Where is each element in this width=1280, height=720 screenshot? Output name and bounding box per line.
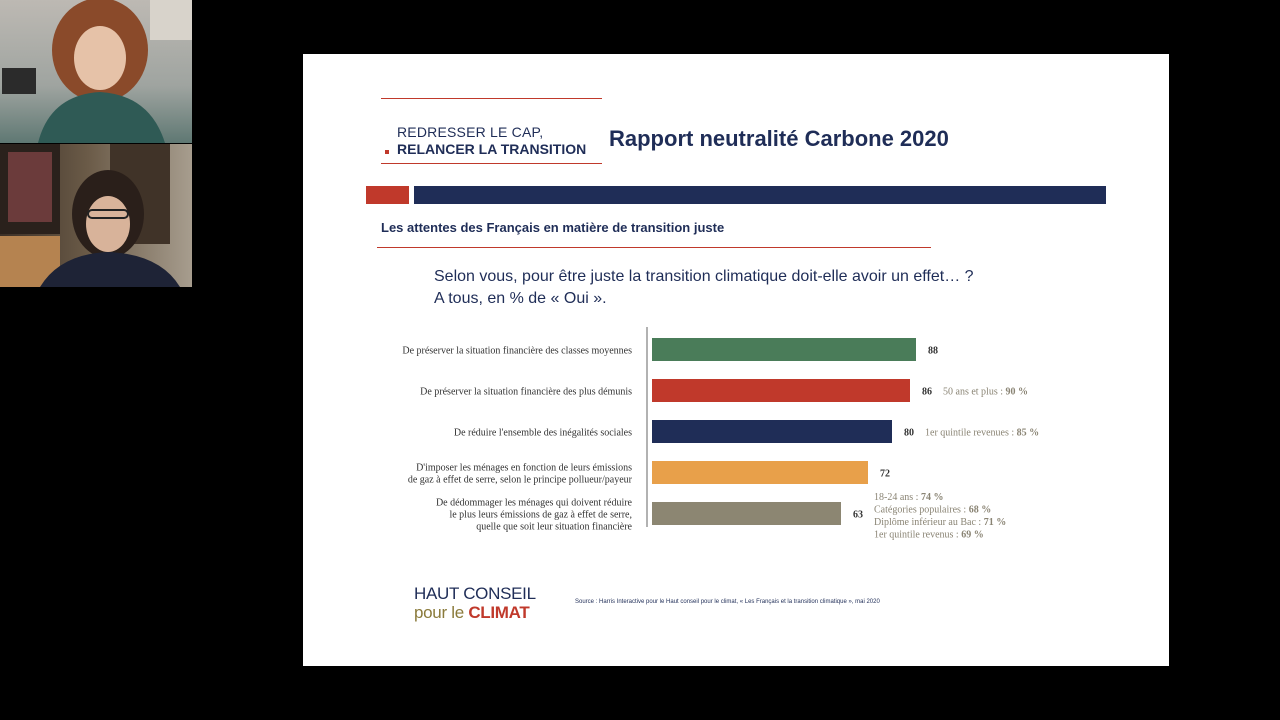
header-navy-bar — [414, 186, 1106, 204]
annotation-4-2: Diplôme inférieur au Bac : 71 % — [874, 517, 1006, 528]
slide-subtitle: Les attentes des Français en matière de … — [381, 220, 725, 235]
subtitle-rule — [377, 247, 931, 248]
category-label-4-2: quelle que soit leur situation financièr… — [476, 522, 632, 533]
annotation-4-0: 18-24 ans : 74 % — [874, 492, 943, 503]
participant-2-silhouette — [0, 144, 180, 287]
bar-3 — [652, 461, 868, 484]
participant-video-2[interactable] — [0, 144, 192, 287]
slide-title: Rapport neutralité Carbone 2020 — [609, 126, 949, 151]
annotation-4-3: 1er quintile revenus : 69 % — [874, 530, 984, 541]
logo-line-1: HAUT CONSEIL — [414, 584, 536, 603]
brand-line-1: REDRESSER LE CAP, — [397, 124, 544, 140]
annotation-1: 50 ans et plus : 90 % — [943, 387, 1028, 398]
survey-question: Selon vous, pour être juste la transitio… — [434, 266, 974, 310]
category-label-3-1: de gaz à effet de serre, selon le princi… — [408, 475, 633, 486]
category-label-2-0: De réduire l'ensemble des inégalités soc… — [454, 428, 632, 439]
logo-line-2-a: pour le — [414, 603, 469, 622]
annotation-4-1: Catégories populaires : 68 % — [874, 505, 991, 516]
participant-video-1[interactable] — [0, 0, 192, 143]
brand-line-2: RELANCER LA TRANSITION — [397, 141, 587, 157]
value-label-0: 88 — [928, 346, 938, 357]
category-label-4-0: De dédommager les ménages qui doivent ré… — [436, 498, 633, 509]
participant-1-silhouette — [2, 0, 192, 143]
category-label-0-0: De préserver la situation financière des… — [402, 346, 632, 357]
logo-line-2-b: CLIMAT — [468, 603, 530, 622]
brand-dot-icon — [385, 150, 389, 154]
presentation-slide: REDRESSER LE CAP, RELANCER LA TRANSITION… — [303, 54, 1169, 666]
value-label-3: 72 — [880, 469, 890, 480]
bar-1 — [652, 379, 910, 402]
brand-bottom-rule — [381, 163, 602, 164]
value-label-4: 63 — [853, 510, 863, 521]
bar-4 — [652, 502, 841, 525]
bar-0 — [652, 338, 916, 361]
value-label-2: 80 — [904, 428, 914, 439]
category-label-1-0: De préserver la situation financière des… — [420, 387, 632, 398]
question-line-1: Selon vous, pour être juste la transitio… — [434, 268, 974, 285]
source-note: Source : Harris Interactive pour le Haut… — [575, 599, 880, 605]
category-label-3-0: D'imposer les ménages en fonction de leu… — [416, 463, 632, 474]
annotation-2: 1er quintile revenues : 85 % — [925, 428, 1039, 439]
brand-top-rule — [381, 98, 602, 99]
question-line-2: A tous, en % de « Oui ». — [434, 290, 607, 307]
logo-line-2: pour le CLIMAT — [414, 603, 530, 623]
category-label-4-1: le plus leurs émissions de gaz à effet d… — [449, 510, 632, 521]
bar-2 — [652, 420, 892, 443]
value-label-1: 86 — [922, 387, 932, 398]
bar-chart: De préserver la situation financière des… — [402, 327, 1039, 541]
header-red-bar — [366, 186, 409, 204]
